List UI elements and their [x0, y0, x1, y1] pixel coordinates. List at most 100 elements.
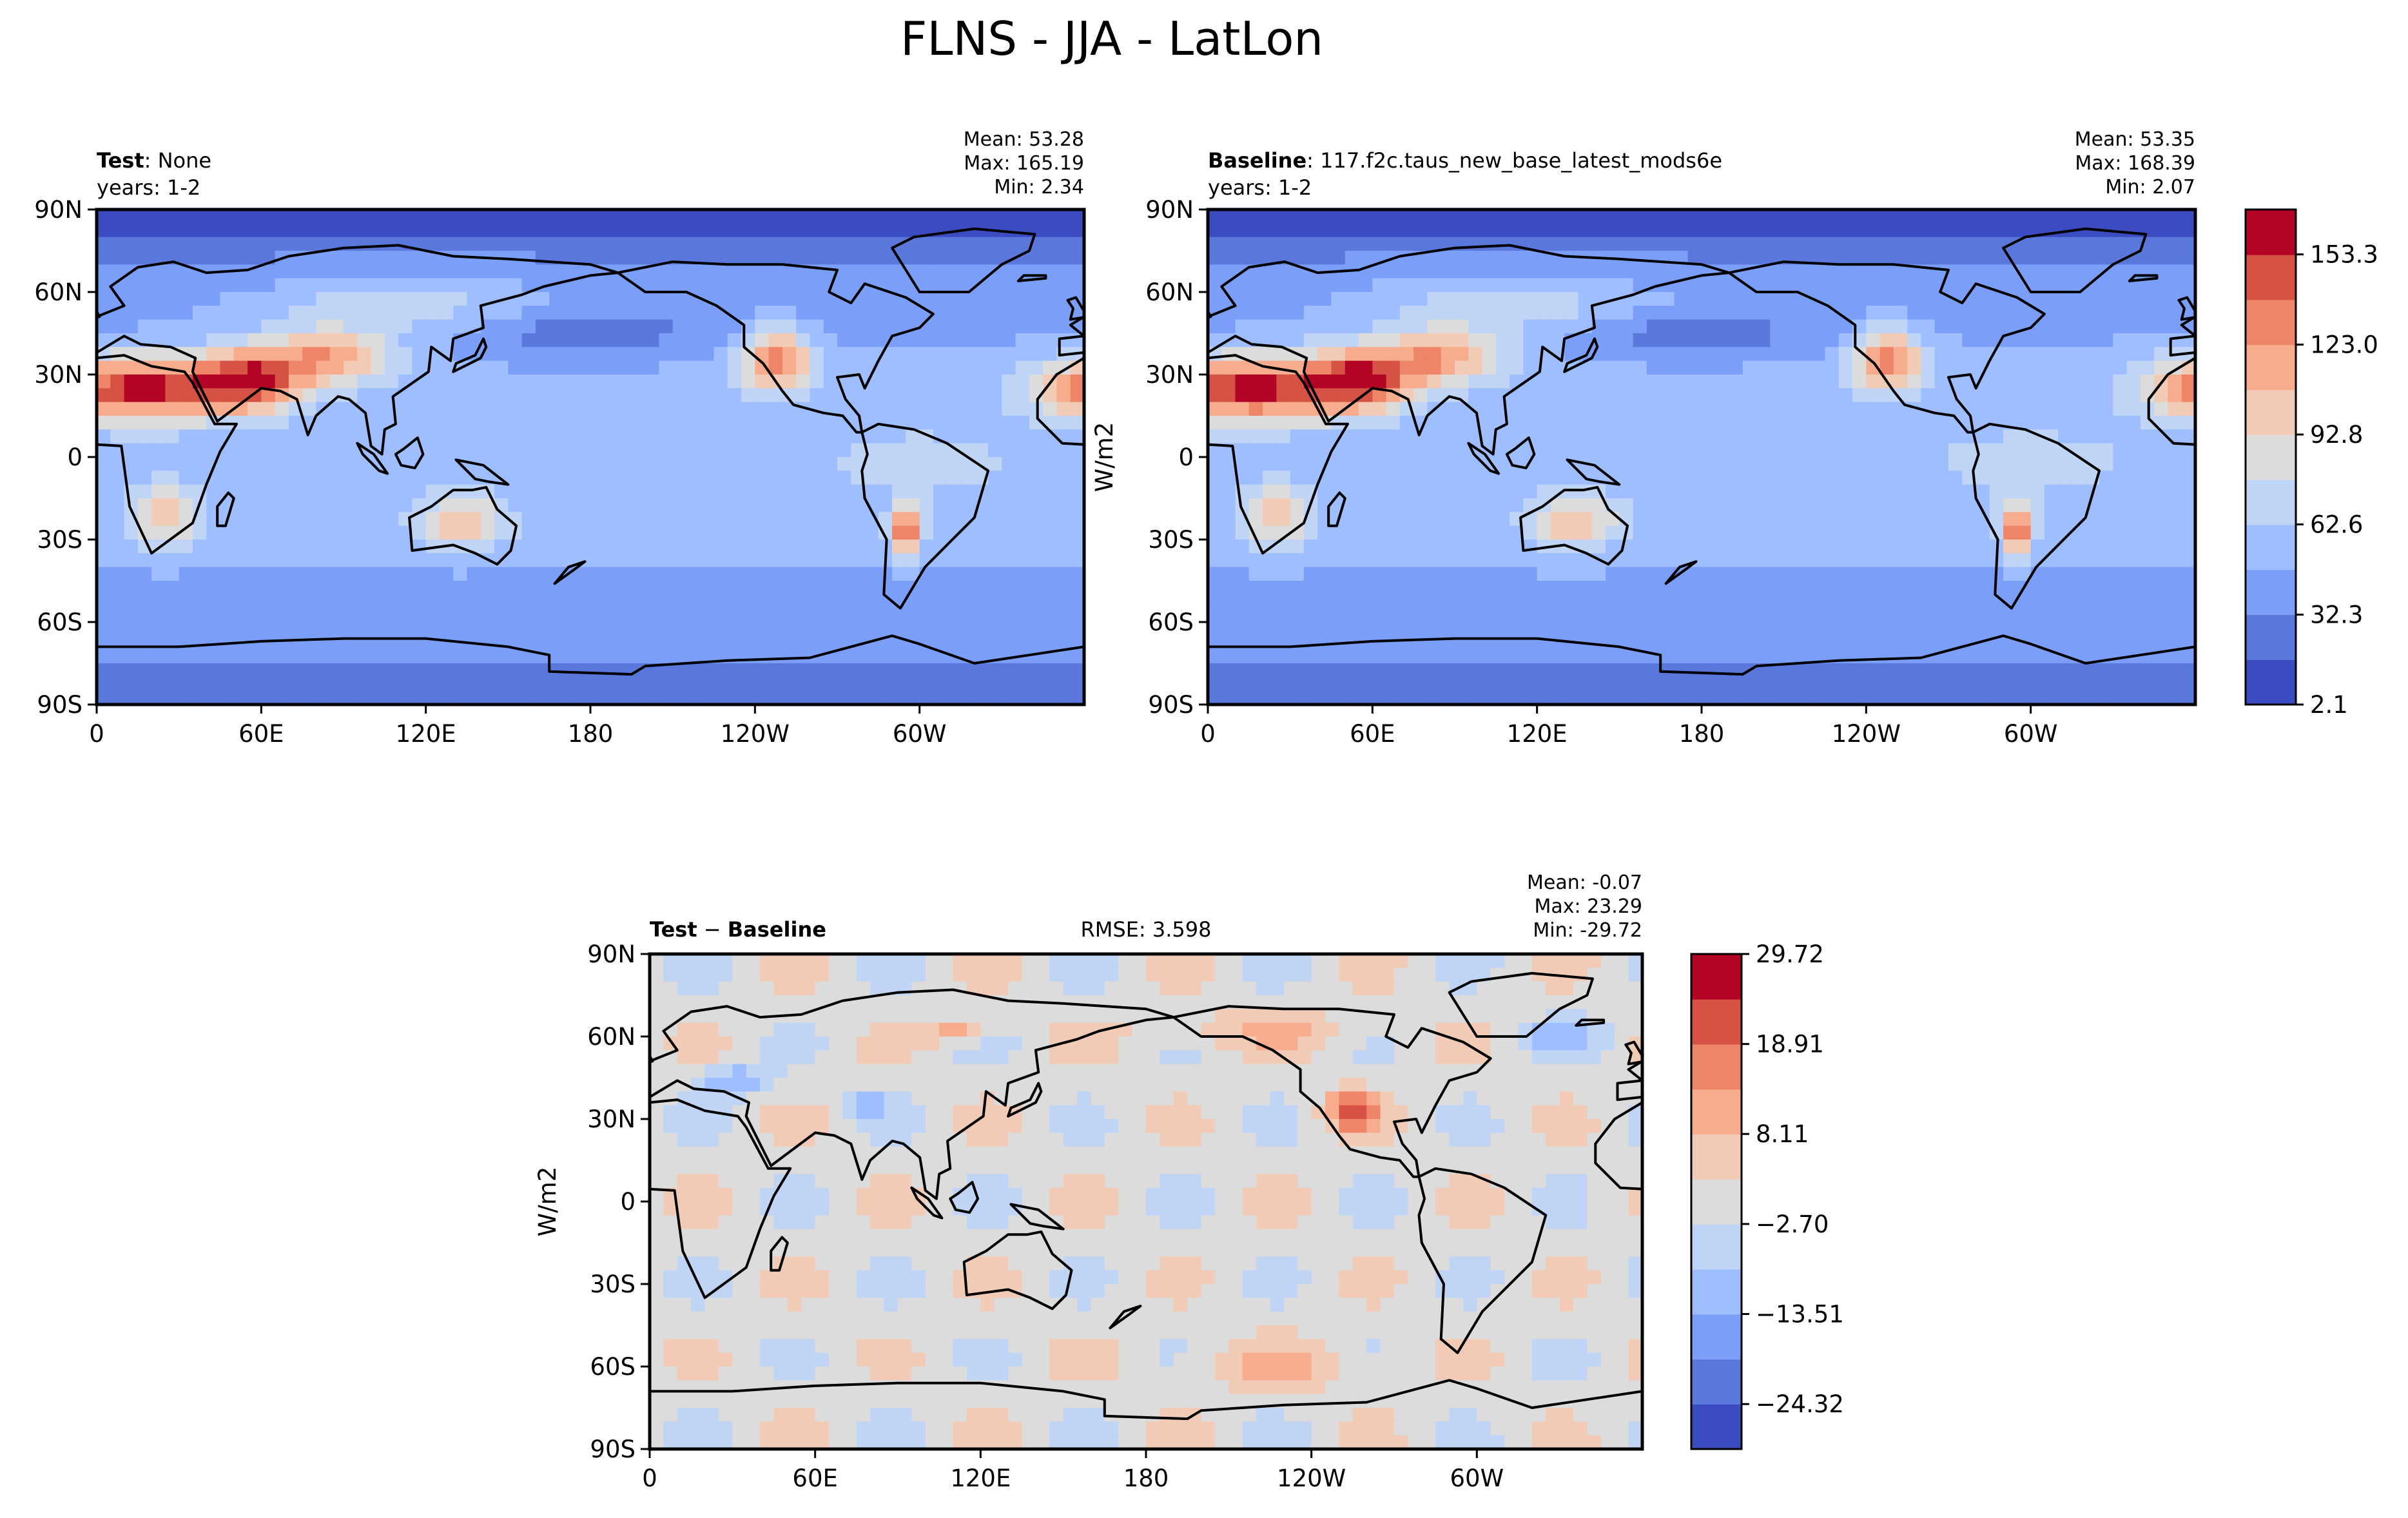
field-cell [1070, 278, 1084, 293]
field-cell [768, 512, 783, 527]
field-cell [1879, 567, 1894, 581]
field-cell [549, 347, 564, 362]
field-cell [1948, 347, 1963, 362]
field-cell [137, 402, 152, 416]
y-tick-label: 60N [34, 278, 83, 306]
field-cell [1510, 443, 1524, 458]
field-cell [906, 209, 920, 224]
field-cell [1811, 347, 1826, 362]
field-cell [604, 471, 619, 485]
field-cell [837, 649, 852, 664]
field-cell [960, 540, 975, 554]
field-cell [576, 209, 591, 224]
field-cell [1386, 416, 1401, 431]
field-cell [535, 512, 550, 527]
field-cell [1537, 622, 1551, 637]
field-cell [1756, 636, 1771, 650]
field-cell [1263, 209, 1277, 224]
field-cell [1797, 264, 1812, 279]
field-cell [1427, 512, 1442, 527]
field-cell [1811, 402, 1826, 416]
field-cell [549, 416, 564, 431]
field-cell [412, 581, 427, 596]
field-cell [261, 663, 276, 678]
field-cell [700, 416, 715, 431]
field-cell [1263, 608, 1277, 623]
field-cell [508, 209, 523, 224]
field-cell [1550, 649, 1566, 664]
field-cell [535, 443, 550, 458]
field-cell [796, 209, 811, 224]
field-cell [1359, 360, 1374, 375]
field-cell [2030, 622, 2045, 637]
field-cell [425, 443, 440, 458]
field-cell [2085, 388, 2100, 403]
field-cell [1660, 498, 1675, 513]
field-cell [1893, 347, 1908, 362]
field-cell [1468, 622, 1483, 637]
field-cell [1276, 306, 1291, 320]
field-cell [672, 375, 687, 389]
field-cell [2126, 209, 2141, 224]
field-cell [810, 429, 824, 444]
field-cell [741, 622, 756, 637]
field-cell [645, 649, 660, 664]
field-cell [2072, 292, 2086, 307]
field-cell [302, 388, 317, 403]
field-cell [137, 388, 152, 403]
field-cell [1345, 484, 1359, 499]
field-cell [878, 457, 893, 472]
field-cell [1386, 237, 1401, 251]
field-cell [1427, 649, 1442, 664]
field-cell [2017, 457, 2032, 472]
field-cell [1756, 525, 1771, 540]
field-cell [878, 649, 893, 664]
field-cell [1797, 567, 1812, 581]
field-cell [439, 553, 454, 568]
field-cell [233, 525, 248, 540]
field-cell [412, 375, 427, 389]
field-cell [97, 223, 112, 238]
field-cell [796, 636, 811, 650]
field-cell [810, 237, 824, 251]
field-cell [631, 567, 646, 581]
field-cell [316, 237, 331, 251]
field-cell [933, 264, 948, 279]
field-cell [1893, 636, 1908, 650]
field-cell [248, 375, 262, 389]
field-cell [494, 319, 509, 334]
field-cell [727, 319, 742, 334]
field-cell [974, 540, 989, 554]
field-cell [233, 375, 248, 389]
field-cell [453, 388, 468, 403]
field-cell [494, 443, 509, 458]
field-cell [1852, 567, 1867, 581]
field-cell [1248, 594, 1263, 609]
field-cell [714, 375, 728, 389]
field-cell [2003, 540, 2018, 554]
field-cell [206, 525, 221, 540]
field-cell [2181, 512, 2195, 527]
field-cell [137, 223, 152, 238]
field-cell [2181, 484, 2195, 499]
field-cell [1756, 223, 1771, 238]
field-cell [288, 264, 303, 279]
field-cell [220, 457, 235, 472]
field-cell [151, 663, 166, 678]
field-cell [2058, 471, 2073, 485]
field-cell [398, 594, 413, 609]
field-cell [796, 663, 811, 678]
field-cell [1729, 608, 1743, 623]
field-cell [1756, 388, 1771, 403]
field-cell [782, 306, 797, 320]
field-cell [412, 347, 427, 362]
field-cell [645, 608, 660, 623]
field-cell [2058, 553, 2073, 568]
field-cell [1646, 388, 1661, 403]
test-panel: Test: None years: 1-2 Mean: 53.28 Max: 1… [34, 128, 1086, 748]
field-cell [2168, 622, 2182, 637]
field-cell [741, 512, 756, 527]
field-cell [1331, 209, 1346, 224]
field-cell [165, 663, 180, 678]
field-cell [344, 525, 358, 540]
